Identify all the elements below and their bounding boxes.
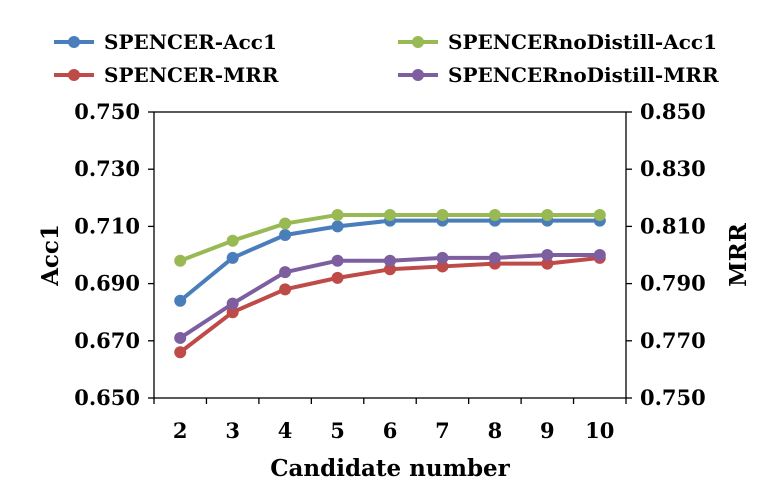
y-left-tick-label: 0.690 — [74, 271, 140, 296]
series-lines — [174, 208, 606, 359]
y-left-tick-label: 0.750 — [74, 99, 140, 124]
data-point-spencer-acc1 — [174, 294, 187, 307]
x-tick-label: 5 — [330, 418, 345, 443]
data-point-spencernodistill-acc1 — [488, 208, 501, 221]
data-point-spencer-mrr — [436, 260, 449, 273]
y-right-tick-label: 0.810 — [640, 213, 706, 238]
x-tick-label: 9 — [540, 418, 555, 443]
data-point-spencer-acc1 — [279, 228, 292, 241]
data-point-spencer-mrr — [226, 306, 239, 319]
data-point-spencer-mrr — [331, 271, 344, 284]
data-point-spencernodistill-acc1 — [226, 234, 239, 247]
x-axis-title: Candidate number — [270, 455, 510, 482]
data-point-spencernodistill-acc1 — [174, 254, 187, 267]
data-point-spencer-mrr — [384, 263, 396, 276]
y-right-tick-label: 0.770 — [640, 328, 706, 353]
y-right-tick-label: 0.750 — [640, 385, 706, 410]
legend-label-spencer-mrr: SPENCER-MRR — [104, 63, 279, 87]
legend-item-spencernodistill-mrr: SPENCERnoDistill-MRR — [398, 63, 719, 87]
data-point-spencer-acc1 — [331, 220, 344, 233]
x-tick-label: 8 — [488, 418, 503, 443]
x-tick-label: 10 — [585, 418, 614, 443]
legend-marker-spencer-mrr — [68, 69, 80, 81]
data-point-spencernodistill-mrr — [174, 331, 187, 344]
data-point-spencer-mrr — [174, 346, 187, 359]
series-spencernodistill-mrr — [174, 249, 606, 344]
y-axis-right-title: MRR — [725, 222, 752, 287]
data-point-spencernodistill-mrr — [593, 249, 606, 261]
legend-item-spencernodistill-acc1: SPENCERnoDistill-Acc1 — [398, 30, 717, 54]
legend-item-spencer-acc1: SPENCER-Acc1 — [54, 30, 277, 54]
x-tick-label: 7 — [435, 418, 450, 443]
y-axis-right-ticks: 0.750 0.770 0.790 0.810 0.830 0.850 — [626, 99, 706, 410]
y-right-tick-label: 0.790 — [640, 271, 706, 296]
legend-item-spencer-mrr: SPENCER-MRR — [54, 63, 279, 87]
data-point-spencernodistill-mrr — [226, 297, 239, 310]
y-right-tick-label: 0.830 — [640, 156, 706, 181]
legend-marker-spencer-acc1 — [68, 36, 80, 48]
legend-marker-spencernodistill-mrr — [412, 69, 424, 81]
data-point-spencernodistill-mrr — [279, 266, 292, 279]
data-point-spencernodistill-mrr — [488, 251, 501, 264]
data-point-spencernodistill-acc1 — [541, 208, 554, 221]
data-point-spencernodistill-acc1 — [593, 208, 606, 221]
y-left-tick-label: 0.730 — [74, 156, 140, 181]
y-axis-left-title: Acc1 — [37, 224, 64, 287]
data-point-spencernodistill-mrr — [541, 249, 554, 261]
data-point-spencernodistill-mrr — [436, 251, 449, 264]
series-spencernodistill-acc1 — [174, 208, 606, 267]
data-point-spencernodistill-mrr — [384, 254, 396, 267]
x-tick-label: 6 — [383, 418, 398, 443]
x-tick-label: 2 — [173, 418, 188, 443]
data-point-spencer-mrr — [279, 283, 292, 296]
data-point-spencernodistill-mrr — [331, 254, 344, 267]
legend-label-spencer-acc1: SPENCER-Acc1 — [104, 30, 277, 54]
data-point-spencer-acc1 — [226, 251, 239, 264]
legend-label-spencernodistill-mrr: SPENCERnoDistill-MRR — [448, 63, 719, 87]
x-axis-ticks: 2 3 4 5 6 7 8 9 10 — [153, 398, 627, 443]
y-left-tick-label: 0.710 — [74, 213, 140, 238]
legend: SPENCER-Acc1 SPENCER-MRR SPENCERnoDistil… — [54, 30, 719, 87]
data-point-spencer-mrr — [541, 257, 554, 270]
data-point-spencernodistill-acc1 — [384, 208, 396, 221]
x-tick-label: 3 — [225, 418, 240, 443]
y-axis-left-ticks: 0.650 0.670 0.690 0.710 0.730 0.750 — [74, 99, 154, 410]
y-left-tick-label: 0.670 — [74, 328, 140, 353]
data-point-spencernodistill-acc1 — [436, 208, 449, 221]
x-tick-label: 4 — [278, 418, 293, 443]
legend-marker-spencernodistill-acc1 — [412, 36, 424, 48]
y-left-tick-label: 0.650 — [74, 385, 140, 410]
data-point-spencernodistill-acc1 — [279, 217, 292, 230]
data-point-spencernodistill-acc1 — [331, 208, 344, 221]
plot-area — [153, 111, 627, 399]
legend-label-spencernodistill-acc1: SPENCERnoDistill-Acc1 — [448, 30, 717, 54]
y-right-tick-label: 0.850 — [640, 99, 706, 124]
